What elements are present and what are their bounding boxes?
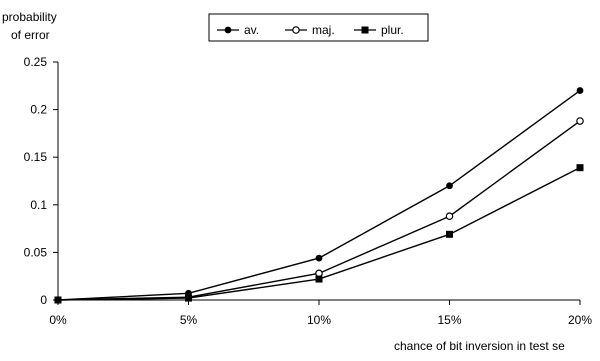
y-tick-label: 0.15	[24, 150, 48, 164]
y-tick-label: 0.05	[24, 245, 48, 259]
y-tick-label: 0.25	[24, 55, 48, 69]
legend-marker-av	[224, 26, 232, 34]
legend-item-maj: maj.	[285, 23, 335, 37]
legend-label-maj: maj.	[312, 23, 335, 37]
y-axis-title-line-1: probability	[2, 10, 57, 24]
legend-item-plur: plur.	[354, 23, 404, 37]
legend-label-av: av.	[244, 23, 259, 37]
y-axis-ticks: 0 0.05 0.1 0.15 0.2 0.25	[24, 55, 58, 307]
y-tick-label: 0.1	[30, 198, 47, 212]
x-tick-label: 20%	[568, 313, 592, 327]
data-point-av	[315, 254, 323, 262]
data-point-plur	[576, 164, 584, 172]
y-axis-title-line-2: of error	[11, 28, 50, 42]
x-axis-title: chance of bit inversion in test se	[394, 339, 565, 353]
data-point-plur	[185, 294, 192, 302]
legend-item-av: av.	[217, 23, 259, 37]
series-plur	[54, 164, 584, 304]
legend-items: av. maj. plur.	[217, 23, 404, 37]
y-tick-label: 0.2	[30, 103, 47, 117]
data-point-av	[576, 87, 584, 94]
x-axis-ticks: 0% 5% 10% 15% 20%	[49, 300, 592, 327]
data-point-plur	[315, 275, 323, 283]
legend: av. maj. plur.	[208, 13, 429, 42]
legend-box	[208, 13, 429, 42]
x-tick-label: 0%	[49, 313, 67, 327]
x-tick-label: 15%	[437, 313, 461, 327]
data-point-maj	[576, 117, 584, 125]
legend-marker-plur	[361, 26, 369, 34]
data-point-plur	[446, 230, 453, 238]
series-group	[54, 87, 584, 304]
data-point-plur	[54, 296, 62, 304]
y-tick-label: 0	[40, 293, 47, 307]
x-tick-label: 5%	[180, 313, 198, 327]
data-point-maj	[445, 212, 454, 221]
x-tick-label: 10%	[307, 313, 331, 327]
series-line-av	[57, 89, 581, 301]
legend-label-plur: plur.	[381, 23, 404, 37]
legend-marker-maj	[292, 26, 300, 34]
data-point-av	[446, 182, 453, 190]
